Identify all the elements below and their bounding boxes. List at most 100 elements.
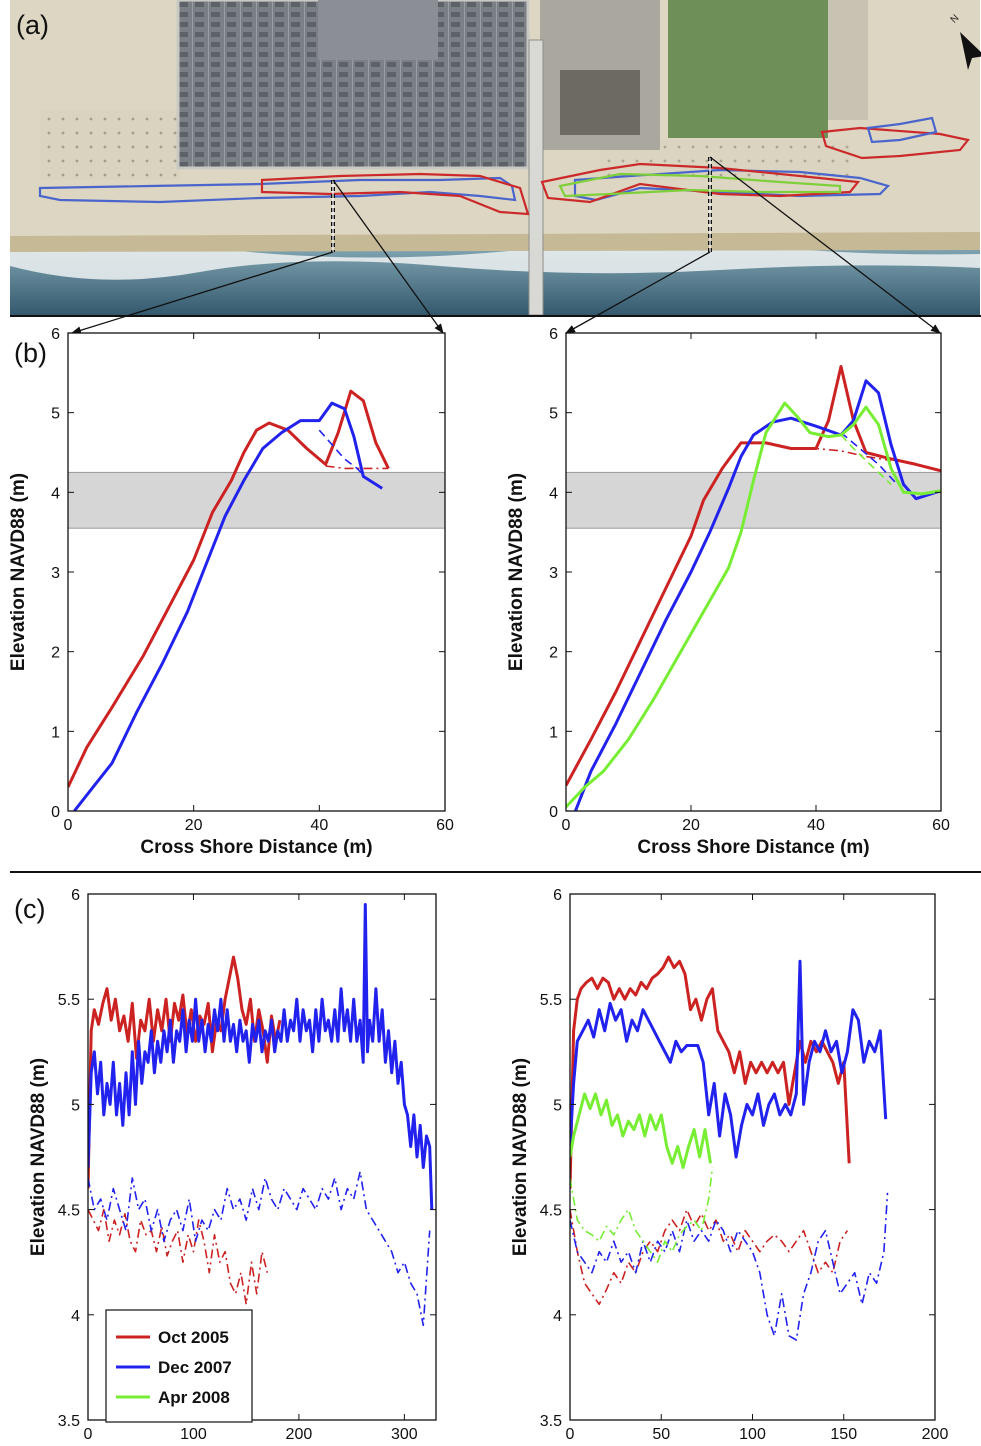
buildings-block [560,70,640,135]
aerial-photo: N (a) [10,0,981,316]
y-tick-label: 5.5 [58,992,80,1009]
y-tick-label: 4 [549,485,558,502]
series-line-oct-2005-solid [88,955,282,1189]
zoom-line-east-right [709,156,941,334]
panel-label-a: (a) [16,10,49,40]
x-tick-label: 20 [682,817,700,834]
series-line-dec-2007-solid [570,959,888,1159]
series-group [88,903,434,1327]
chart-cross-shore-west: 0 20 40 60 0 1 2 3 4 5 6 Cross Shore Distance (m) El… [8,326,454,858]
x-tick-label: 0 [64,817,73,834]
series-group [566,365,941,811]
x-tick-label: 40 [310,817,328,834]
y-tick-label: 4 [553,1308,562,1325]
zoom-line-west-right [332,179,444,334]
y-axis-label: Elevation NAVD88 (m) [8,473,29,671]
y-axis-label: Elevation NAVD88 (m) [510,1058,531,1256]
series-group [570,955,889,1341]
series-line-dec-2007-solid [73,401,384,811]
plot-area [570,894,935,1420]
park-edge [828,0,868,120]
x-tick-label: 20 [185,817,203,834]
y-tick-label: 4.5 [58,1203,80,1220]
y-tick-label: 2 [51,645,60,662]
series-line-dec-2007-dashed [318,429,364,476]
series-line-dec-2007-dashdot [88,1170,431,1327]
x-tick-label: 60 [436,817,454,834]
x-tick-label: 200 [286,1426,313,1443]
x-tick-label: 150 [830,1426,857,1443]
x-axis-label: Cross Shore Distance (m) [140,837,372,858]
legend: Oct 2005 Dec 2007 Apr 2008 [105,1309,253,1423]
series-line-apr-2008-solid [570,1092,712,1169]
y-tick-label: 6 [51,326,60,343]
berm-outline-oct2005-ne [820,126,970,160]
series-line-oct-2005-dashdot [88,1208,269,1306]
y-tick-label: 6 [71,887,80,904]
y-tick-label: 0 [549,804,558,821]
y-tick-label: 6 [549,326,558,343]
y-tick-label: 5.5 [540,992,562,1009]
shaded-band [67,471,446,529]
zoom-line-east-left [565,251,711,334]
y-tick-label: 1 [51,724,60,741]
y-tick-label: 3 [549,565,558,582]
series-line-dec-2007-dashdot [570,1192,889,1341]
north-arrow-icon [960,32,981,70]
series-line-oct-2005-dashdot [791,447,892,462]
series-line-apr-2008-dashed [840,434,892,485]
berm-outline-oct2005-west [260,172,530,216]
berm-outline-apr2008-east [558,172,842,198]
y-tick-label: 5 [51,406,60,423]
parking-lot-border [176,0,530,170]
plot-area [566,333,941,811]
y-tick-label: 2 [549,645,558,662]
x-axis-label: Cross Shore Distance (m) [637,837,869,858]
y-tick-label: 5 [553,1097,562,1114]
panel-label-c: (c) [14,894,45,924]
y-tick-label: 6 [553,887,562,904]
series-line-oct-2005-solid [566,365,941,787]
y-tick-label: 3.5 [58,1413,80,1430]
legend-label-apr2008: Apr 2008 [158,1388,230,1407]
plot-area [68,333,445,811]
y-axis-label: Elevation NAVD88 (m) [28,1058,49,1256]
berm-outline-dec2007-ne [866,116,938,144]
tree-shade-area-left [40,110,180,180]
panel-label-b: (b) [14,338,47,368]
series-line-dec-2007-solid [88,903,434,1210]
y-tick-label: 5 [549,406,558,423]
series-line-apr-2008-dashdot [570,1167,714,1263]
zoom-connectors [71,156,941,335]
y-tick-label: 0 [51,804,60,821]
zoom-line-west-left [71,251,334,335]
x-tick-label: 50 [652,1426,670,1443]
pier [528,39,544,316]
x-tick-label: 0 [562,817,571,834]
x-tick-label: 40 [807,817,825,834]
legend-box [105,1309,253,1423]
x-tick-label: 0 [84,1426,93,1443]
x-tick-label: 100 [739,1426,766,1443]
x-tick-label: 300 [391,1426,418,1443]
series-group [68,389,390,811]
surf-zone [10,241,980,280]
y-tick-label: 4 [71,1308,80,1325]
x-tick-label: 0 [566,1426,575,1443]
berm-outline-dec2007-west [38,176,517,204]
series-line-oct-2005-dashdot [570,1208,849,1306]
city-street [318,0,438,60]
series-line-apr-2008-solid [566,401,941,809]
berm-outlines [38,116,970,216]
x-tick-label: 60 [932,817,950,834]
park-lawn [668,0,828,138]
x-tick-label: 200 [922,1426,949,1443]
y-tick-label: 4.5 [540,1203,562,1220]
y-axis-label: Elevation NAVD88 (m) [506,473,527,671]
berm-outline-oct2005-east [540,162,861,204]
chart-cross-shore-east: 0 20 40 60 0 1 2 3 4 5 6 Cross Shore Distance (m) El… [506,326,950,858]
y-tick-label: 5 [71,1097,80,1114]
y-tick-label: 4 [51,485,60,502]
